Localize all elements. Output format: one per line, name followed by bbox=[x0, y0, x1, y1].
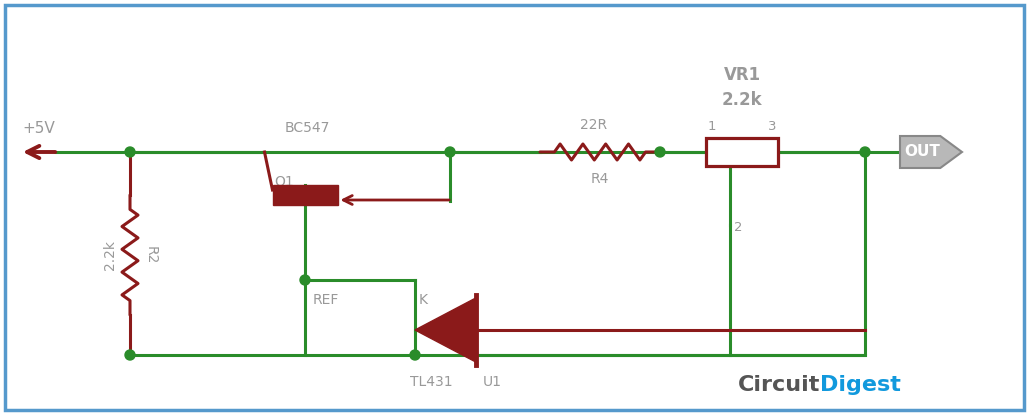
Circle shape bbox=[125, 147, 135, 157]
Circle shape bbox=[860, 147, 870, 157]
Text: 2.2k: 2.2k bbox=[721, 91, 762, 109]
Text: K: K bbox=[419, 293, 428, 307]
Circle shape bbox=[655, 147, 665, 157]
Text: U1: U1 bbox=[483, 375, 501, 389]
Text: 1: 1 bbox=[708, 120, 716, 133]
Text: 3: 3 bbox=[768, 120, 776, 133]
Text: R4: R4 bbox=[591, 172, 609, 186]
Bar bbox=[706, 138, 778, 166]
Text: +5V: +5V bbox=[22, 121, 55, 136]
Text: VR1: VR1 bbox=[723, 66, 760, 84]
Text: Q1: Q1 bbox=[275, 175, 294, 189]
Text: Circuit: Circuit bbox=[738, 375, 820, 395]
Polygon shape bbox=[415, 298, 475, 362]
Text: 2: 2 bbox=[734, 221, 743, 234]
Circle shape bbox=[410, 350, 420, 360]
Polygon shape bbox=[900, 136, 962, 168]
Text: R2: R2 bbox=[144, 246, 158, 264]
Circle shape bbox=[445, 147, 455, 157]
Circle shape bbox=[125, 350, 135, 360]
Text: TL431: TL431 bbox=[410, 375, 453, 389]
Bar bbox=[273, 185, 338, 205]
Text: A: A bbox=[464, 313, 474, 327]
Text: OUT: OUT bbox=[904, 144, 941, 159]
Circle shape bbox=[300, 275, 310, 285]
Text: REF: REF bbox=[313, 293, 340, 307]
Text: 2.2k: 2.2k bbox=[103, 240, 117, 270]
Text: BC547: BC547 bbox=[285, 121, 330, 135]
Text: 22R: 22R bbox=[580, 118, 607, 132]
Text: Digest: Digest bbox=[820, 375, 900, 395]
